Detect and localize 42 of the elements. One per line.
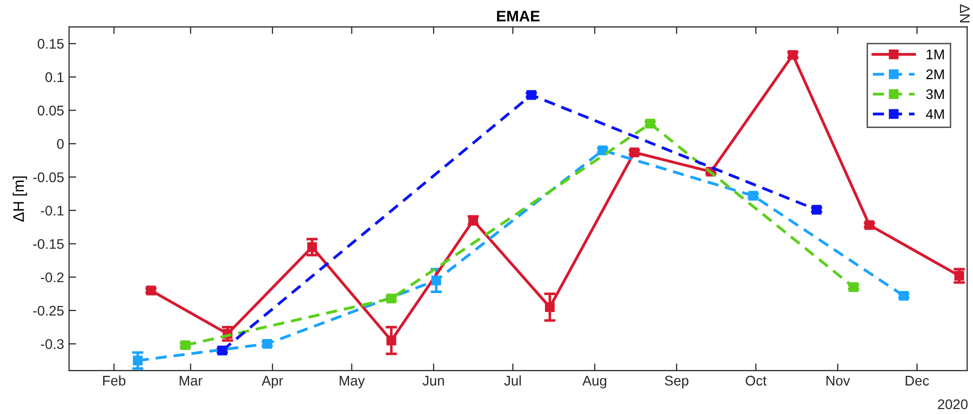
point xyxy=(954,270,964,281)
point xyxy=(544,302,555,312)
point xyxy=(864,220,874,230)
y-axis-title: ΔH [m] xyxy=(12,176,28,222)
x-tick-label: Aug xyxy=(582,376,606,388)
point xyxy=(132,356,143,366)
x-tick-label: Apr xyxy=(262,376,284,388)
x-tick-label: Nov xyxy=(826,376,850,386)
x-tick-label: Oct xyxy=(746,376,767,386)
y-tick-label: 0.1 xyxy=(45,72,64,82)
y-tick-label: 0 xyxy=(57,139,64,149)
legend-label: 3M xyxy=(926,89,944,100)
y-tick-label: 0.15 xyxy=(38,38,64,49)
y-tick-label: -0.2 xyxy=(40,272,64,282)
point xyxy=(645,118,656,129)
chart-title: EMAE xyxy=(497,10,540,22)
point xyxy=(180,340,190,350)
text: ΔN xyxy=(960,4,970,22)
point xyxy=(386,336,396,346)
x-tick-label: Feb xyxy=(103,375,126,386)
x-tick-label: May xyxy=(340,376,365,388)
point xyxy=(898,290,909,301)
x-tick-label: Sep xyxy=(664,376,688,388)
point xyxy=(262,338,272,349)
y-tick-label: -0.3 xyxy=(40,339,64,350)
point xyxy=(307,242,317,252)
y-tick-label: -0.25 xyxy=(33,306,64,316)
point xyxy=(431,276,442,286)
point xyxy=(748,190,758,201)
x-tick-label: Jul xyxy=(504,375,521,386)
y-tick-label: -0.15 xyxy=(33,239,64,249)
x-tick-label: Jun xyxy=(422,376,444,386)
y-tick-label: -0.05 xyxy=(33,172,64,182)
point xyxy=(629,147,640,158)
x-tick-label: Mar xyxy=(180,376,202,386)
y-tick-label: -0.1 xyxy=(40,206,64,216)
text: 2020 xyxy=(938,399,968,410)
legend-label: 2M xyxy=(926,69,944,80)
x-tick-label: Dec xyxy=(906,376,929,386)
legend-label: 1M xyxy=(926,50,944,60)
y-tick-label: 0.05 xyxy=(38,106,64,116)
legend-label: 4M xyxy=(926,109,944,119)
